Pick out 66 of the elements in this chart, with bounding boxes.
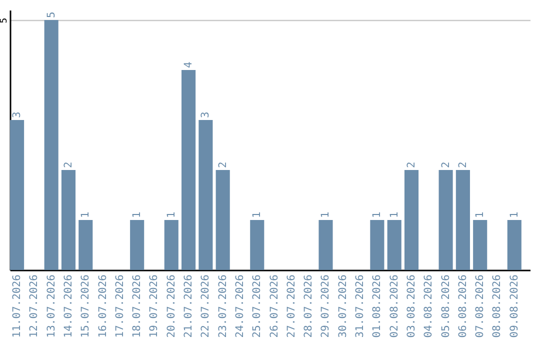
x-tick-label: 16.07.2026 <box>96 274 109 338</box>
data-label: 2 <box>62 162 74 168</box>
x-tick-label: 08.08.2026 <box>491 274 504 338</box>
bar <box>387 220 402 270</box>
x-tick-label: 17.07.2026 <box>114 274 126 338</box>
x-tick-label: 30.07.2026 <box>336 274 349 338</box>
bar <box>507 220 522 270</box>
data-label: 4 <box>182 62 195 68</box>
x-tick-label: 13.07.2026 <box>45 274 58 338</box>
x-tick-label: 18.07.2026 <box>131 274 144 338</box>
data-label: 2 <box>216 162 229 168</box>
data-label: 2 <box>456 162 469 168</box>
bar <box>250 220 264 270</box>
x-tick-label: 20.07.2026 <box>165 274 178 338</box>
bar <box>164 220 178 270</box>
data-label: 1 <box>388 212 400 218</box>
bar <box>130 220 144 270</box>
x-tick-label: 27.07.2026 <box>285 274 298 338</box>
data-label: 1 <box>165 212 178 218</box>
bar <box>318 220 333 270</box>
x-tick-label: 05.08.2026 <box>440 274 452 338</box>
bar <box>61 170 76 270</box>
bar <box>438 170 453 270</box>
x-tick-label: 12.07.2026 <box>28 274 40 338</box>
x-tick-label: 24.07.2026 <box>234 274 246 338</box>
bar <box>473 220 488 270</box>
data-label: 1 <box>474 212 486 218</box>
bar <box>456 170 470 270</box>
bar <box>78 220 93 270</box>
bar <box>44 20 58 270</box>
x-tick-label: 19.07.2026 <box>148 274 160 338</box>
bar <box>404 170 419 270</box>
bar <box>198 120 213 270</box>
bar <box>370 220 384 270</box>
data-label: 2 <box>405 162 418 168</box>
data-label: 2 <box>440 162 452 168</box>
data-label: 1 <box>80 212 92 218</box>
x-tick-label: 15.07.2026 <box>80 274 92 338</box>
x-tick-label: 29.07.2026 <box>320 274 332 338</box>
x-tick-label: 09.08.2026 <box>508 274 520 338</box>
x-tick-label: 28.07.2026 <box>302 274 315 338</box>
x-tick-label: 02.08.2026 <box>388 274 400 338</box>
x-tick-label: 07.08.2026 <box>474 274 486 338</box>
x-tick-label: 25.07.2026 <box>251 274 264 338</box>
data-label: 3 <box>200 112 212 118</box>
x-tick-label: 11.07.2026 <box>11 274 24 338</box>
bar <box>182 70 196 270</box>
data-label: 1 <box>320 212 332 218</box>
x-tick-label: 21.07.2026 <box>182 274 195 338</box>
bar <box>216 170 230 270</box>
data-label: 1 <box>251 212 264 218</box>
x-tick-label: 04.08.2026 <box>422 274 435 338</box>
x-tick-label: 01.08.2026 <box>371 274 384 338</box>
data-label: 1 <box>508 212 520 218</box>
bar <box>10 120 24 270</box>
x-tick-label: 22.07.2026 <box>200 274 212 338</box>
data-label: 3 <box>11 112 24 118</box>
x-tick-label: 31.07.2026 <box>354 274 366 338</box>
data-label: 1 <box>371 212 384 218</box>
x-tick-label: 06.08.2026 <box>456 274 469 338</box>
data-label: 5 <box>45 12 58 18</box>
x-tick-label: 23.07.2026 <box>216 274 229 338</box>
x-tick-label: 14.07.2026 <box>62 274 74 338</box>
data-label: 1 <box>131 212 144 218</box>
x-tick-label: 03.08.2026 <box>405 274 418 338</box>
x-tick-label: 26.07.2026 <box>268 274 280 338</box>
